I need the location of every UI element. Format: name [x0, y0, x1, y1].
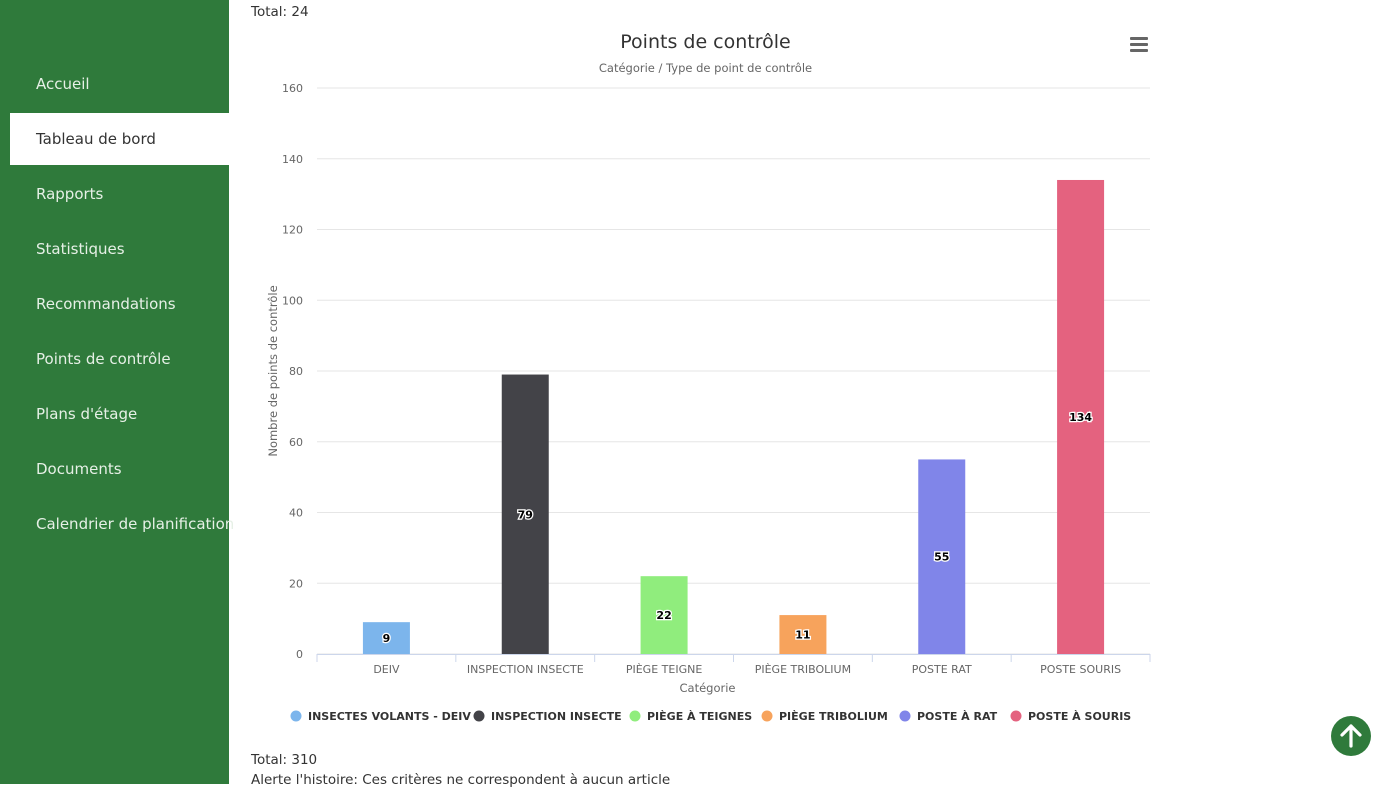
- y-tick-label: 20: [289, 577, 303, 590]
- legend-marker: [473, 710, 485, 722]
- y-axis-label: Nombre de points de contrôle: [266, 285, 280, 456]
- legend-item: PIÈGE TRIBOLIUM: [779, 710, 888, 723]
- data-label: 22: [656, 609, 671, 622]
- sidebar-item-0[interactable]: Accueil: [36, 75, 90, 93]
- x-tick-label: PIÈGE TRIBOLIUM: [755, 663, 851, 676]
- chart-title: Points de contrôle: [620, 31, 790, 53]
- sidebar-menu: Accueil Tableau de bord Rapports Statistiqu…: [10, 58, 235, 553]
- legend-marker: [290, 710, 302, 722]
- sidebar-item-1[interactable]: Tableau de bord: [10, 113, 229, 165]
- data-label: 55: [934, 551, 949, 564]
- bar-chart: Points de contrôle Catégorie / Type de po…: [229, 18, 1170, 748]
- bar: [362, 622, 410, 654]
- sidebar-item-5[interactable]: Points de contrôle: [36, 350, 171, 368]
- sidebar-item-4[interactable]: Recommandations: [36, 295, 176, 313]
- sidebar-item-3[interactable]: Statistiques: [36, 240, 125, 258]
- data-label: 11: [795, 629, 810, 642]
- scroll-top-button[interactable]: [1331, 716, 1371, 756]
- y-tick-label: 100: [282, 294, 303, 307]
- legend-marker: [761, 710, 773, 722]
- bar: [918, 459, 966, 654]
- total-top: Total: 24: [251, 4, 309, 20]
- sidebar: Accueil Tableau de bord Rapports Statistiqu…: [0, 0, 235, 784]
- legend-item: INSECTES VOLANTS - DEIV: [308, 710, 471, 723]
- bar: [640, 576, 688, 654]
- chart-svg: Points de contrôle Catégorie / Type de po…: [266, 31, 1151, 723]
- legend-marker: [629, 710, 641, 722]
- y-tick-label: 140: [282, 153, 303, 166]
- total-bottom: Total: 310: [251, 752, 318, 768]
- legend-item: PIÈGE À TEIGNES: [647, 710, 752, 723]
- y-tick-label: 160: [282, 82, 303, 95]
- bar: [1057, 179, 1105, 654]
- legend-item: POSTE À RAT: [917, 710, 998, 723]
- y-tick-label: 120: [282, 224, 303, 237]
- x-tick-label: DEIV: [373, 663, 400, 676]
- legend-marker: [1010, 710, 1022, 722]
- sidebar-item-6[interactable]: Plans d'étage: [36, 405, 138, 423]
- data-label: 9: [383, 632, 391, 645]
- data-label: 134: [1069, 411, 1092, 424]
- y-tick-label: 40: [289, 507, 303, 520]
- chart-menu-icon[interactable]: [1130, 37, 1148, 53]
- sidebar-item-8[interactable]: Calendrier de planification: [36, 515, 235, 533]
- chart-subtitle: Catégorie / Type de point de contrôle: [599, 61, 812, 75]
- legend-marker: [899, 710, 911, 722]
- sidebar-item-7[interactable]: Documents: [36, 460, 122, 478]
- bar: [501, 374, 549, 654]
- x-tick-label: POSTE RAT: [912, 663, 972, 676]
- x-tick-label: PIÈGE TEIGNE: [626, 663, 702, 676]
- x-axis-label: Catégorie: [680, 681, 736, 695]
- arrow-up-icon: [1340, 724, 1362, 748]
- alert-text: Alerte l'histoire: Ces critères ne corre…: [251, 772, 671, 788]
- data-label: 79: [518, 508, 533, 521]
- y-tick-label: 60: [289, 436, 303, 449]
- y-tick-label: 80: [289, 365, 303, 378]
- bar: [779, 615, 827, 654]
- legend-item: INSPECTION INSECTE: [491, 710, 622, 723]
- sidebar-item-2[interactable]: Rapports: [36, 185, 104, 203]
- y-tick-label: 0: [296, 648, 303, 661]
- x-tick-label: INSPECTION INSECTE: [467, 663, 584, 676]
- legend-item: POSTE À SOURIS: [1028, 710, 1131, 723]
- x-tick-label: POSTE SOURIS: [1040, 663, 1121, 676]
